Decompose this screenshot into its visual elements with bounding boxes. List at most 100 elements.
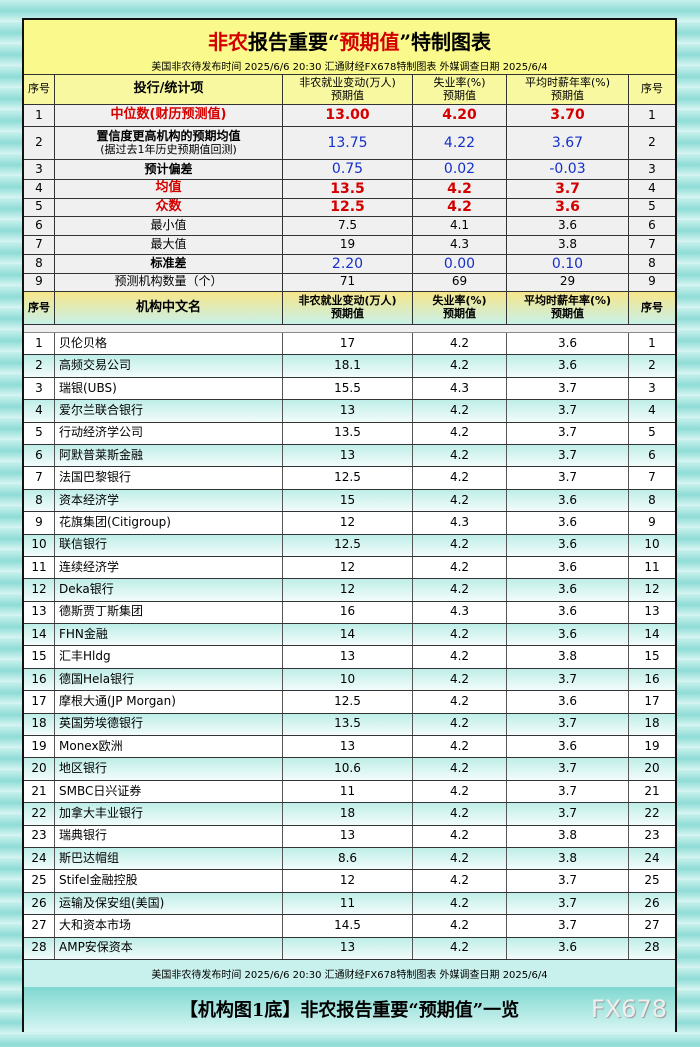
cell-seq: 9 <box>24 512 55 534</box>
cell-n: 9 <box>24 273 55 291</box>
cell-unemp: 4.2 <box>413 780 507 803</box>
cell-name: Monex欧洲 <box>55 736 283 758</box>
cell-seq: 2 <box>24 355 55 377</box>
cell-nfp: 16 <box>283 601 413 624</box>
table-row: 16 德国Hela银行 10 4.2 3.7 16 <box>24 668 675 692</box>
table-row: 20 地区银行 10.6 4.2 3.7 20 <box>24 758 675 781</box>
cell-seq-right: 22 <box>644 806 660 820</box>
cell-seq-right: 1 <box>648 335 656 350</box>
cell-unemp: 4.2 <box>413 713 507 736</box>
cell-unemp: 4.2 <box>413 736 507 758</box>
cell-label: 众数 <box>55 198 283 216</box>
cell-name: 高频交易公司 <box>55 355 283 377</box>
cell-unemp: 0.00 <box>413 255 507 273</box>
title-part: 非农 <box>207 30 248 54</box>
cell-label: 中位数(财历预测值) <box>55 105 283 126</box>
cell-nfp: 12.5 <box>283 198 413 216</box>
header-label: 失业率(%) <box>432 294 487 308</box>
cell-nfp: 7.5 <box>283 217 413 235</box>
cell-nfp: 11 <box>283 780 413 803</box>
cell-seq-right: 24 <box>644 850 660 865</box>
cell-label: 最小值 <box>55 217 283 235</box>
cell-wage: 3.6 <box>507 624 629 646</box>
cell-seq: 28 <box>24 937 55 959</box>
cell-name: 德国Hela银行 <box>55 668 283 691</box>
stats-row: 9 预测机构数量（个） 71 69 29 9 <box>24 273 675 292</box>
cell-nfp: 13 <box>283 400 413 422</box>
page-title: 非农报告重要“预期值”特制图表 <box>24 20 675 55</box>
table-row: 12 Deka银行 12 4.2 3.6 12 <box>24 579 675 602</box>
title-block: 非农报告重要“预期值”特制图表 美国非农待发布时间 2025/6/6 20:30… <box>24 20 675 75</box>
table-row: 14 FHN金融 14 4.2 3.6 14 <box>24 624 675 647</box>
cell-wage: 3.7 <box>507 668 629 691</box>
cell-n: 6 <box>629 217 675 235</box>
header-unemp: 失业率(%) 预期值 <box>413 75 507 104</box>
cell-n: 8 <box>629 255 675 273</box>
cell-nfp: 11 <box>283 892 413 915</box>
cell-wage: 3.7 <box>507 870 629 892</box>
cell-seq-right: 18 <box>644 716 660 731</box>
table-row: 21 SMBC日兴证券 11 4.2 3.7 21 <box>24 780 675 804</box>
cell-seq: 4 <box>24 400 55 422</box>
stats-row: 4 均值 13.5 4.2 3.7 4 <box>24 180 675 199</box>
table-row: 28 AMP安保资本 13 4.2 3.6 28 <box>24 937 675 960</box>
cell-nfp: 13 <box>283 736 413 758</box>
cell-name: 运输及保安组(美国) <box>55 892 283 915</box>
header-wage: 平均时薪年率(%) 预期值 <box>507 75 629 104</box>
header-unemp: 失业率(%) 预期值 <box>413 292 507 324</box>
cell-seq-right: 27 <box>644 917 660 932</box>
table-row: 22 加拿大丰业银行 18 4.2 3.7 22 <box>24 803 675 826</box>
stats-header: 序号 投行/统计项 非农就业变动(万人) 预期值 失业率(%) 预期值 平均时薪年率… <box>24 75 675 105</box>
label-line: (据过去1年历史预期值回测) <box>100 142 237 156</box>
table-row: 4 爱尔兰联合银行 13 4.2 3.7 4 <box>24 400 675 423</box>
cell-n: 3 <box>24 160 55 179</box>
table-row: 27 大和资本市场 14.5 4.2 3.7 27 <box>24 915 675 938</box>
cell-nfp: 12.5 <box>283 691 413 713</box>
cell-n: 5 <box>24 198 55 216</box>
cell-name: 加拿大丰业银行 <box>55 803 283 825</box>
cell-wage: 3.7 <box>507 377 629 400</box>
table-row: 19 Monex欧洲 13 4.2 3.6 19 <box>24 736 675 759</box>
cell-name: 贝伦贝格 <box>55 333 283 355</box>
cell-nfp: 15.5 <box>283 377 413 400</box>
cell-unemp: 4.1 <box>413 217 507 235</box>
cell-seq-right: 16 <box>644 671 660 686</box>
cell-unemp: 4.2 <box>413 668 507 691</box>
cell-wage: 3.7 <box>507 444 629 467</box>
header-item: 投行/统计项 <box>55 75 283 104</box>
cell-seq: 18 <box>24 713 55 736</box>
cell-unemp: 4.22 <box>413 127 507 159</box>
filter-row[interactable] <box>24 325 675 333</box>
footer-title: 【机构图1底】非农报告重要“预期值”一览 FX678 <box>24 986 675 1032</box>
cell-nfp: 18 <box>283 803 413 825</box>
cell-wage: 3.7 <box>507 780 629 803</box>
table-row: 11 连续经济学 12 4.2 3.6 11 <box>24 556 675 580</box>
cell-seq-right: 25 <box>644 873 660 888</box>
cell-unemp: 4.2 <box>413 937 507 959</box>
cell-unemp: 0.02 <box>413 160 507 179</box>
cell-seq: 12 <box>24 579 55 601</box>
cell-seq: 21 <box>24 780 55 803</box>
cell-seq: 7 <box>24 467 55 489</box>
cell-name: Deka银行 <box>55 579 283 601</box>
institutions-header: 序号 机构中文名 非农就业变动(万人) 预期值 失业率(%) 预期值 平均时薪年率(… <box>24 292 675 325</box>
cell-wage: 3.7 <box>507 180 629 198</box>
cell-nfp: 18.1 <box>283 355 413 377</box>
stats-row: 3 预计偏差 0.75 0.02 -0.03 3 <box>24 160 675 180</box>
table-row: 17 摩根大通(JP Morgan) 12.5 4.2 3.6 17 <box>24 691 675 714</box>
cell-wage: 3.8 <box>507 825 629 847</box>
cell-seq-right: 28 <box>644 940 660 955</box>
cell-seq-right: 7 <box>648 470 656 485</box>
cell-wage: 3.6 <box>507 217 629 235</box>
cell-nfp: 2.20 <box>283 255 413 273</box>
cell-nfp: 14.5 <box>283 915 413 937</box>
cell-unemp: 4.2 <box>413 198 507 216</box>
cell-unemp: 4.2 <box>413 758 507 780</box>
cell-nfp: 13.5 <box>283 422 413 444</box>
cell-seq-right: 10 <box>644 537 660 552</box>
cell-wage: 3.7 <box>507 892 629 915</box>
cell-nfp: 19 <box>283 236 413 254</box>
cell-seq-right: 13 <box>644 604 660 619</box>
cell-wage: 3.7 <box>507 758 629 780</box>
cell-label: 均值 <box>55 180 283 198</box>
